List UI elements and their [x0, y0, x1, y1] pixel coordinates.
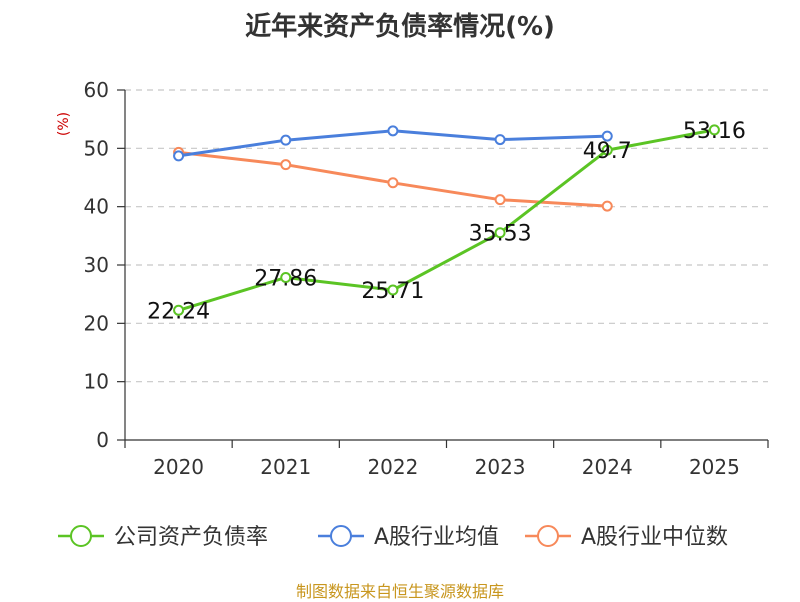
point-2-2021: [280, 159, 292, 171]
point-0-2023: [494, 227, 506, 239]
legend-marker-2: [537, 525, 559, 547]
y-tick-label-30: 30: [84, 253, 109, 277]
point-0-2025: [708, 124, 720, 136]
point-1-2022: [387, 125, 399, 137]
point-0-2020: [173, 304, 185, 316]
legend-label-1: A股行业均值: [374, 525, 499, 550]
point-2-2022: [387, 177, 399, 189]
x-tick-label-2021: 2021: [260, 455, 311, 479]
source-note: 制图数据来自恒生聚源数据库: [295, 582, 504, 601]
series-lines: [173, 124, 720, 316]
point-0-2024: [601, 144, 613, 156]
x-tick-label-2022: 2022: [367, 455, 418, 479]
legend-marker-1: [330, 525, 352, 547]
point-2-2024: [601, 200, 613, 212]
x-tick-label-2020: 2020: [153, 455, 204, 479]
data-labels: 22.24 27.86 25.71 35.53 49.7 53.16: [147, 119, 746, 324]
legend-label-2: A股行业中位数: [581, 525, 728, 550]
point-1-2024: [601, 130, 613, 142]
y-tick-label-50: 50: [84, 136, 109, 160]
data-label-2024: 49.7: [583, 139, 632, 164]
y-tick-label-60: 60: [84, 78, 109, 102]
grid-lines: [125, 89, 768, 383]
point-2-2023: [494, 194, 506, 206]
chart-title: 近年来资产负债率情况(%): [245, 12, 555, 42]
y-tick-label-40: 40: [84, 195, 109, 219]
data-label-2021: 27.86: [254, 266, 317, 291]
point-1-2021: [280, 134, 292, 146]
legend-marker-0: [70, 525, 92, 547]
axes: 0 10 20 30 40 50 60 (%) 2020 2021 2022 2023 2024 2025: [56, 78, 769, 479]
x-tick-label-2023: 2023: [475, 455, 526, 479]
series-line-0: [178, 128, 715, 312]
point-0-2022: [387, 284, 399, 296]
legend-label-0: 公司资产负债率: [114, 525, 268, 550]
data-label-2023: 35.53: [469, 222, 532, 247]
data-label-2020: 22.24: [147, 299, 210, 324]
point-1-2023: [494, 134, 506, 146]
point-0-2021: [280, 271, 292, 283]
x-tick-label-2025: 2025: [689, 455, 740, 479]
y-tick-label-10: 10: [84, 370, 109, 394]
y-tick-label-0: 0: [96, 428, 109, 452]
data-label-2025: 53.16: [683, 119, 746, 144]
data-label-2022: 25.71: [361, 279, 424, 304]
legend: 公司资产负债率 A股行业均值 A股行业中位数: [58, 525, 728, 550]
point-1-2020: [173, 150, 185, 162]
y-tick-label-20: 20: [84, 311, 109, 335]
x-tick-label-2024: 2024: [582, 455, 633, 479]
y-axis-unit-label: (%): [56, 112, 72, 136]
